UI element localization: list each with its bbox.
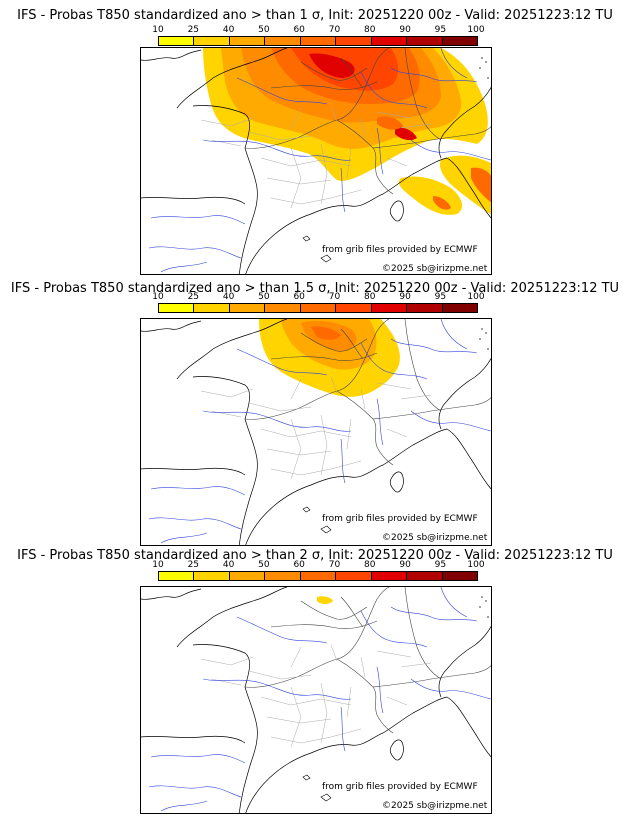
colorbar-swatch: [336, 304, 372, 312]
probability-map: [140, 586, 492, 814]
tick-label: 50: [258, 560, 270, 570]
tick-label: 70: [328, 25, 341, 35]
tick-label: 95: [434, 292, 447, 302]
tick-label: 10: [152, 560, 164, 570]
probability-map: [140, 318, 492, 546]
tick-label: 80: [364, 292, 376, 302]
colorbar-swatch: [371, 304, 408, 312]
source-credit: from grib files provided by ECMWF: [322, 782, 478, 792]
source-credit: from grib files provided by ECMWF: [322, 514, 478, 524]
colorbar-swatch: [371, 37, 408, 45]
colorbar-swatch: [371, 572, 408, 580]
tick-label: 90: [399, 292, 411, 302]
colorbar-swatch: [229, 572, 266, 580]
copyright: ©2025 sb@irizpme.net: [382, 264, 488, 274]
tick-label: 95: [434, 560, 447, 570]
copyright: ©2025 sb@irizpme.net: [382, 801, 488, 811]
tick-label: 70: [328, 560, 341, 570]
tick-label: 25: [187, 25, 200, 35]
panel-title: IFS - Probas T850 standardized ano > tha…: [17, 548, 613, 563]
colorbar-swatch: [300, 37, 337, 45]
tick-label: 95: [434, 25, 447, 35]
colorbar: [158, 303, 478, 313]
colorbar-swatch: [194, 37, 230, 45]
colorbar-swatch: [300, 572, 337, 580]
tick-label: 50: [258, 25, 270, 35]
colorbar-swatch: [229, 304, 266, 312]
tick-label: 60: [293, 560, 305, 570]
tick-label: 60: [293, 25, 305, 35]
tick-label: 90: [399, 560, 411, 570]
colorbar-swatch: [336, 37, 372, 45]
colorbar: [158, 36, 478, 46]
colorbar-ticks: 10 25 40 50 60 70 80 90 95 100: [152, 292, 484, 302]
tick-label: 25: [187, 292, 200, 302]
tick-label: 100: [467, 292, 485, 302]
tick-label: 100: [467, 560, 485, 570]
tick-label: 10: [152, 292, 164, 302]
colorbar-swatch: [159, 572, 195, 580]
source-credit: from grib files provided by ECMWF: [322, 245, 478, 255]
colorbar-ticks: 10 25 40 50 60 70 80 90 95 100: [152, 25, 484, 35]
colorbar-swatch: [407, 572, 443, 580]
colorbar-swatch: [336, 572, 372, 580]
panel-title: IFS - Probas T850 standardized ano > tha…: [17, 8, 613, 23]
colorbar-swatch: [159, 37, 195, 45]
tick-label: 50: [258, 292, 270, 302]
colorbar-swatch: [265, 572, 301, 580]
tick-label: 40: [222, 25, 235, 35]
colorbar-swatch: [229, 37, 266, 45]
tick-label: 25: [187, 560, 200, 570]
tick-label: 90: [399, 25, 411, 35]
colorbar-swatch: [300, 304, 337, 312]
colorbar-swatch: [442, 572, 477, 580]
tick-label: 80: [364, 25, 376, 35]
tick-label: 80: [364, 560, 376, 570]
tick-label: 60: [293, 292, 305, 302]
tick-label: 40: [222, 560, 235, 570]
colorbar-swatch: [265, 37, 301, 45]
colorbar-swatch: [194, 572, 230, 580]
probability-map: [140, 47, 492, 275]
colorbar-swatch: [159, 304, 195, 312]
tick-label: 70: [328, 292, 341, 302]
colorbar-ticks: 10 25 40 50 60 70 80 90 95 100: [152, 560, 484, 570]
colorbar: [158, 571, 478, 581]
tick-label: 40: [222, 292, 235, 302]
colorbar-swatch: [407, 304, 443, 312]
tick-label: 10: [152, 25, 164, 35]
colorbar-swatch: [442, 304, 477, 312]
colorbar-swatch: [194, 304, 230, 312]
colorbar-swatch: [442, 37, 477, 45]
panel-title: IFS - Probas T850 standardized ano > tha…: [10, 281, 620, 296]
copyright: ©2025 sb@irizpme.net: [382, 533, 488, 543]
colorbar-swatch: [407, 37, 443, 45]
colorbar-swatch: [265, 304, 301, 312]
tick-label: 100: [467, 25, 485, 35]
